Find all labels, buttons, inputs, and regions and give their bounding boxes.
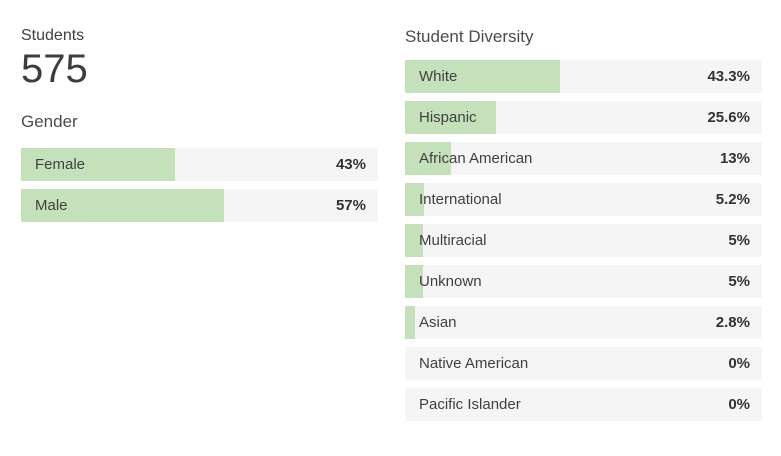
bar-value: 0% <box>728 396 750 413</box>
bar-row-native-american[interactable]: Native American 0% <box>405 347 762 380</box>
bar-value: 0% <box>728 355 750 372</box>
diversity-chart: Student Diversity White 43.3% Hispanic 25.6… <box>405 27 762 421</box>
bar-row-male[interactable]: Male 57% <box>21 189 378 222</box>
bar-label: Multiracial <box>419 232 487 249</box>
bar-row-asian[interactable]: Asian 2.8% <box>405 306 762 339</box>
bar-value: 57% <box>335 197 366 214</box>
diversity-chart-title: Student Diversity <box>405 27 534 46</box>
bar-fill <box>21 148 175 181</box>
bar-row-multiracial[interactable]: Multiracial 5% <box>405 224 762 257</box>
bar-row-international[interactable]: International 5.2% <box>405 183 762 216</box>
bar-row-white[interactable]: White 43.3% <box>405 60 762 93</box>
bar-label: White <box>419 68 458 85</box>
bar-label: Native American <box>419 355 529 372</box>
bar-value: 2.8% <box>715 314 750 331</box>
bar-value: 13% <box>719 150 750 167</box>
bar-row-female[interactable]: Female 43% <box>21 148 378 181</box>
kpi-label: Students <box>21 27 85 44</box>
left-column: Students 575 Gender Female 43% Male 57% <box>21 0 378 230</box>
bar-row-unknown[interactable]: Unknown 5% <box>405 265 762 298</box>
bar-value: 43.3% <box>707 68 750 85</box>
bar-fill <box>405 142 452 175</box>
bar-fill <box>21 189 225 222</box>
bar-row-hispanic[interactable]: Hispanic 25.6% <box>405 101 762 134</box>
bar-value: 5% <box>728 232 750 249</box>
bar-label: International <box>419 191 502 208</box>
gender-chart: Gender Female 43% Male 57% <box>21 112 378 222</box>
gender-chart-rows: Female 43% Male 57% <box>21 148 378 222</box>
kpi-value: 575 <box>21 47 88 91</box>
bar-value: 43% <box>335 156 366 173</box>
bar-label: Hispanic <box>419 109 477 126</box>
bar-fill <box>405 60 560 93</box>
bar-fill <box>405 265 423 298</box>
bar-label: Unknown <box>419 273 482 290</box>
bar-fill <box>405 183 424 216</box>
bar-label: Pacific Islander <box>419 396 521 413</box>
gender-chart-title: Gender <box>21 112 78 131</box>
bar-value: 5.2% <box>715 191 750 208</box>
bar-fill <box>405 101 497 134</box>
bar-fill <box>405 224 423 257</box>
bar-label: Male <box>35 197 68 214</box>
bar-label: Female <box>35 156 86 173</box>
right-column: Student Diversity White 43.3% Hispanic 25.6… <box>405 0 762 429</box>
bar-value: 5% <box>728 273 750 290</box>
bar-fill <box>405 306 415 339</box>
bar-label: African American <box>419 150 533 167</box>
bar-row-african-american[interactable]: African American 13% <box>405 142 762 175</box>
bar-label: Asian <box>419 314 457 331</box>
students-kpi: Students 575 <box>21 26 378 90</box>
bar-row-pacific-islander[interactable]: Pacific Islander 0% <box>405 388 762 421</box>
diversity-chart-rows: White 43.3% Hispanic 25.6% African American 1… <box>405 60 762 421</box>
bar-value: 25.6% <box>707 109 750 126</box>
